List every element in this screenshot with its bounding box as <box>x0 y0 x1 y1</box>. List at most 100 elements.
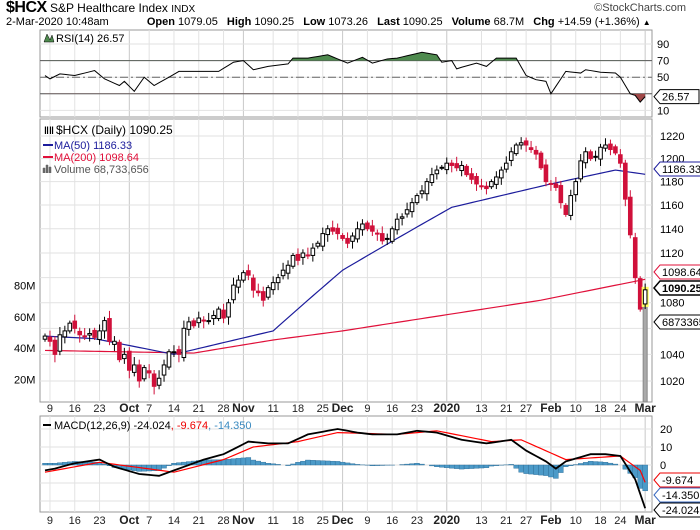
x-tick-label: Feb <box>540 401 561 415</box>
x-tick-label: 28 <box>217 515 229 527</box>
candle <box>241 272 246 281</box>
candle <box>350 235 355 242</box>
macd-hist-tag: -14.350 <box>653 487 700 503</box>
macd-legend: MACD(12,26,9) -24.024, -9.674, -14.350 <box>54 420 252 432</box>
candle <box>439 166 445 169</box>
x-tick-label: 16 <box>386 403 398 415</box>
macd-line <box>44 428 647 509</box>
x-tick-label: 10 <box>570 403 582 415</box>
candle <box>449 162 455 166</box>
candle <box>315 242 321 247</box>
brand-logo[interactable]: ©StockCharts.com <box>594 2 686 14</box>
candle <box>444 162 450 171</box>
candle <box>112 340 117 345</box>
macd-histogram-bar <box>290 463 296 466</box>
macd-histogram-bar <box>488 464 495 467</box>
candle <box>310 247 316 256</box>
candle <box>206 320 211 323</box>
candle <box>593 155 598 158</box>
x-tick-label: 16 <box>386 515 398 527</box>
x-tick-label: 25 <box>317 403 329 415</box>
candle <box>632 237 638 279</box>
volume-value: 68.7M <box>493 16 525 28</box>
macd-histogram-bar <box>458 464 465 470</box>
candle <box>42 335 48 340</box>
candle <box>52 339 58 355</box>
candle <box>558 185 564 204</box>
candle <box>221 309 226 319</box>
candle <box>360 223 365 231</box>
macd-histogram-bar <box>493 464 500 466</box>
ma50-tag-text: 1186.33 <box>662 164 700 176</box>
rsi-axis-label: 90 <box>657 39 669 51</box>
candle <box>181 327 187 359</box>
open-value: 1079.05 <box>178 16 218 28</box>
macd-histogram-bar <box>270 463 276 466</box>
macd-histogram-bar <box>181 461 187 466</box>
x-tick-label: 24 <box>614 403 626 415</box>
macd-histogram-bar <box>101 463 108 466</box>
candle <box>320 233 326 247</box>
candle <box>464 165 469 176</box>
candle <box>642 289 648 305</box>
candle <box>72 320 78 329</box>
candle <box>251 277 256 291</box>
candle <box>603 144 608 149</box>
candle <box>255 290 261 294</box>
x-tick-label: Dec <box>332 401 354 415</box>
candle <box>236 279 241 288</box>
macd-histogram-bar <box>607 462 614 466</box>
candle <box>330 227 335 232</box>
candle <box>459 164 464 172</box>
x-tick-label: 21 <box>193 515 205 527</box>
candle <box>87 332 92 336</box>
macd-hist-tag-text: -14.350 <box>662 490 699 502</box>
ma200-tag-text: 1098.64 <box>662 267 700 279</box>
macd-histogram-bar <box>483 464 490 468</box>
candle <box>637 278 643 310</box>
x-tick-label: 18 <box>292 515 304 527</box>
candle <box>226 302 231 318</box>
macd-histogram-bar <box>171 463 177 466</box>
price-axis-label: 1040 <box>660 349 684 361</box>
rsi-tag-box <box>653 89 700 105</box>
x-tick-label: 21 <box>500 403 512 415</box>
candle <box>141 367 147 380</box>
macd-histogram-bar <box>47 463 53 466</box>
high-label: High <box>226 16 252 28</box>
macd-histogram-bar <box>310 460 316 466</box>
macd-histogram-bar <box>528 464 534 475</box>
macd-histogram-bar <box>230 458 237 466</box>
macd-histogram-bar <box>538 464 544 476</box>
x-tick-label: 13 <box>475 515 487 527</box>
candle <box>568 195 574 216</box>
macd-histogram-bar <box>568 464 574 466</box>
macd-axis-label: 20 <box>660 424 672 436</box>
candle <box>598 146 603 160</box>
candle <box>92 329 97 338</box>
candle <box>300 252 306 258</box>
low-label: Low <box>303 16 326 28</box>
candle <box>404 209 410 215</box>
rsi-axis-label: 70 <box>657 56 669 68</box>
macd-signal-tag: -9.674 <box>653 472 700 488</box>
candle <box>161 364 167 376</box>
macd-histogram-bar <box>295 462 301 466</box>
candle <box>399 216 405 219</box>
macd-histogram-bar <box>439 464 445 468</box>
candle <box>379 233 385 242</box>
macd-histogram-bar <box>374 464 380 466</box>
volume-tag-text: 6873365 <box>662 317 700 329</box>
exchange: INDX <box>171 4 196 15</box>
candle <box>196 317 202 324</box>
macd-histogram-bar <box>235 458 242 466</box>
candle <box>325 228 331 236</box>
x-tick-label: 25 <box>317 515 329 527</box>
macd-histogram-bar <box>449 464 455 469</box>
macd-histogram-bar <box>478 464 485 469</box>
candle <box>533 149 539 155</box>
ma200-tag-box <box>653 264 700 280</box>
x-tick-label: 10 <box>570 515 582 527</box>
last-value: 1090.25 <box>402 16 443 28</box>
